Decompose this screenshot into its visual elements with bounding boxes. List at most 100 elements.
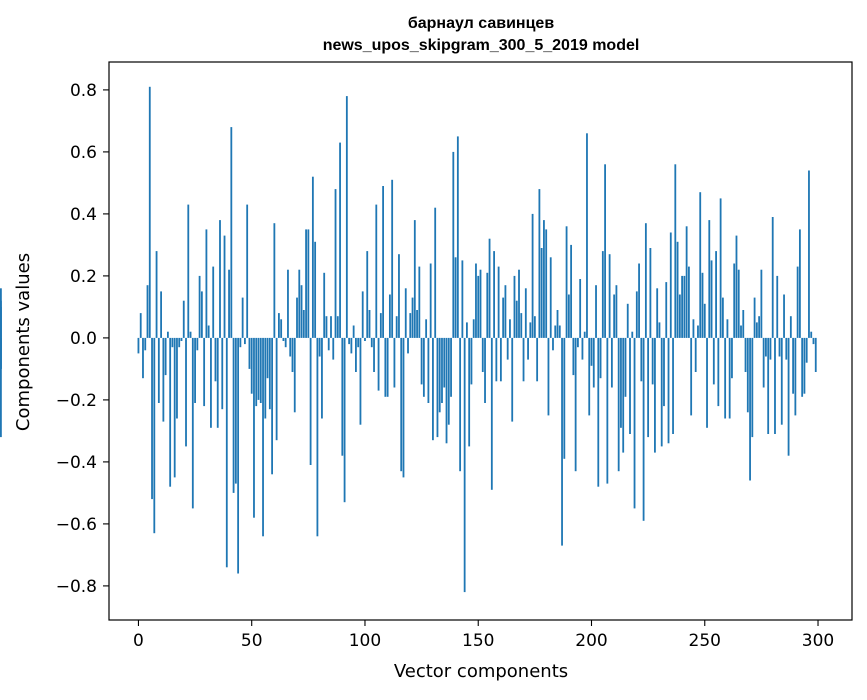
bar-241 [683,275,686,338]
bar-15 [171,337,174,348]
bar-31 [207,325,210,338]
bar-26 [196,337,199,351]
bar-198 [586,133,588,338]
bar-38 [223,235,226,338]
bar-126 [422,337,425,397]
bar-74 [305,229,307,338]
bar-231 [660,337,663,447]
bar-258 [721,297,724,338]
bar-196 [581,337,584,360]
bar-257 [719,198,722,338]
x-axis-ticks: 0 50 100 150 200 250 300 [133,620,834,651]
bar-269 [746,337,749,413]
bar-3 [144,337,147,351]
bar-110 [386,337,389,397]
bar-139 [452,151,455,338]
bar-98 [359,337,362,425]
bar-250 [703,303,706,338]
bar-249 [701,272,704,338]
bar-156 [490,337,493,490]
bar-44 [237,337,240,574]
bar-151 [479,269,482,338]
bar-35 [216,337,219,428]
bar-105 [375,204,378,338]
bar-286 [785,337,788,360]
y-axis-ticks: −0.8 −0.6 −0.4 −0.2 0.0 0.2 0.4 0.6 0.8 [56,81,109,597]
bar-101 [366,251,369,338]
bar-235 [669,232,672,338]
bar-243 [688,266,690,338]
bar-65 [284,337,287,348]
bar-177 [538,189,541,338]
bar-202 [595,285,597,338]
bar-296 [808,170,810,338]
bar-205 [601,251,604,338]
bar-121 [411,297,414,338]
bar-271 [751,337,754,438]
bar-254 [712,337,715,385]
bar-8 [155,251,158,338]
bar-256 [717,337,720,407]
bar-82 [323,272,326,338]
bars-layer [0,86,817,593]
bar-2 [142,337,144,379]
bar-263 [733,263,736,338]
bar-150 [477,275,480,338]
bar-153 [484,337,486,403]
bar-135 [443,337,446,388]
bar-70 [296,297,298,338]
bar-118 [404,288,407,338]
bar-36 [219,220,221,338]
bar-210 [613,294,616,338]
bar-41 [230,127,233,338]
bar-159 [497,266,500,338]
bar-59 [271,337,273,475]
bar-125 [420,337,423,385]
bar-58 [268,337,271,410]
bar-201 [592,337,595,388]
bar-112 [391,179,394,338]
bar-289 [792,337,795,394]
bar-29 [203,337,206,407]
bar-200 [590,337,593,366]
bar-130 [432,337,434,441]
bar-53 [257,337,260,400]
bar-255 [715,251,717,338]
bar-158 [495,337,498,382]
bar-234 [667,337,670,444]
x-tick-label: 300 [802,631,834,651]
bar-136 [445,337,448,444]
bar-124 [418,266,421,338]
bar-114 [395,316,398,338]
y-tick-label: 0.6 [70,143,97,163]
bar-7 [153,337,156,534]
bar-260 [726,319,729,338]
bar-129 [429,263,432,338]
bar-297 [810,331,813,338]
bar-190 [567,294,570,338]
x-tick-label: 50 [241,631,263,651]
bar-165 [511,337,514,422]
bar-11 [162,337,165,422]
bar-117 [402,337,405,478]
bar-75 [307,229,310,338]
bar-274 [758,316,761,338]
bar-140 [454,257,457,338]
bar-108 [382,186,384,338]
bar-46 [241,297,244,338]
bar-184 [554,325,557,338]
bar-145 [466,322,468,338]
x-tick-label: 0 [133,631,144,651]
bar-251 [706,337,708,428]
bar-115 [398,254,400,338]
bar-189 [565,226,568,338]
bar-217 [629,337,631,434]
chart-subtitle: news_upos_skipgram_300_5_2019 model [323,37,640,54]
bar-37 [221,337,224,410]
bar-84 [327,337,330,351]
bar-215 [624,337,627,397]
bar-225 [647,337,650,438]
bar-292 [798,229,801,338]
bar-66 [287,269,289,338]
